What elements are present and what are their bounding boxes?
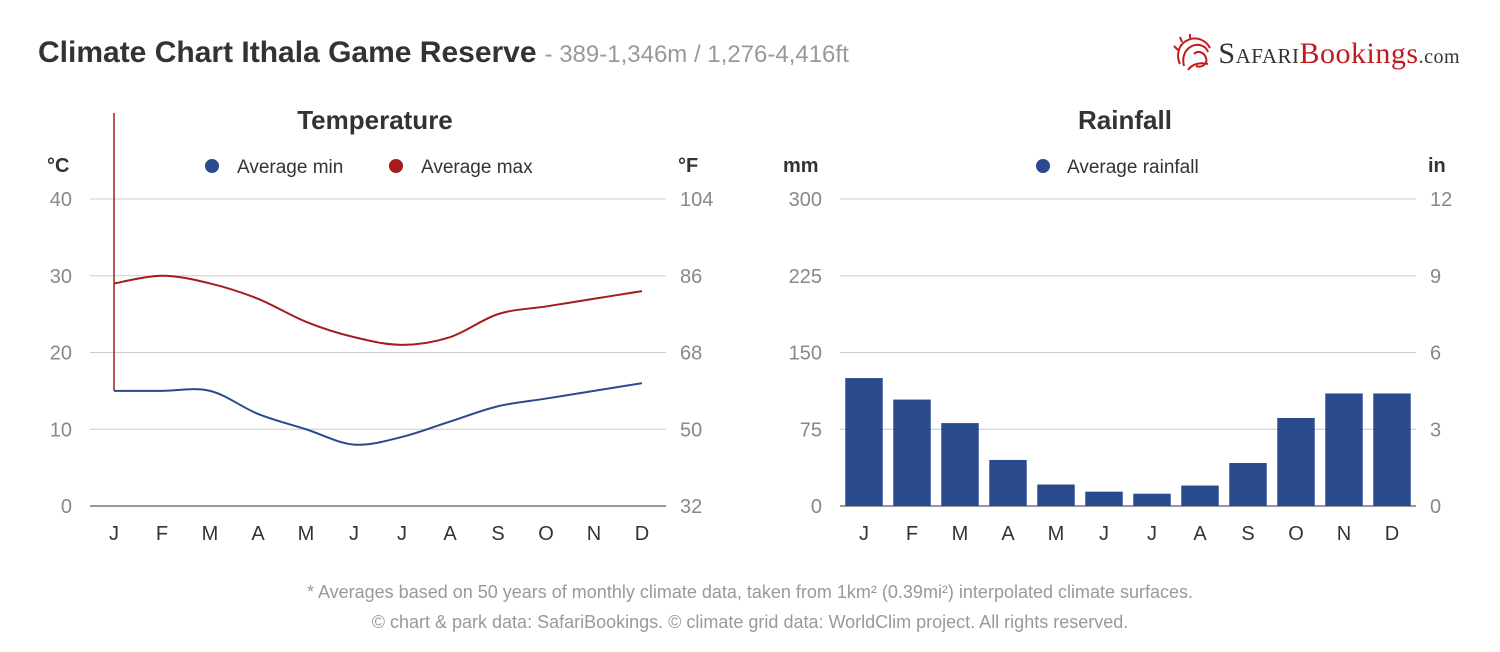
- y-tick-right: 86: [680, 266, 702, 288]
- y-tick-right: 6: [1430, 343, 1441, 365]
- x-tick-label: J: [397, 523, 407, 545]
- legend-marker-max: [389, 159, 403, 173]
- x-tick-label: F: [156, 523, 168, 545]
- x-tick-label: O: [538, 523, 554, 545]
- temperature-chart-title: Temperature: [297, 105, 453, 135]
- rainfall-bar: [1133, 493, 1171, 506]
- rainfall-chart-title: Rainfall: [1078, 105, 1172, 135]
- y-tick-left: 20: [50, 343, 72, 365]
- logo-part-safari: Safari: [1218, 37, 1300, 70]
- y-tick-left: 30: [50, 266, 72, 288]
- temperature-right-unit: °F: [678, 155, 698, 177]
- rainfall-bar: [941, 423, 979, 506]
- rainfall-bar: [1325, 393, 1363, 506]
- rainfall-bar: [893, 399, 931, 506]
- x-tick-label: M: [202, 523, 219, 545]
- x-tick-label: S: [1241, 523, 1254, 545]
- x-tick-label: J: [1099, 523, 1109, 545]
- rainfall-bar: [845, 378, 883, 506]
- y-tick-left: 75: [800, 419, 822, 441]
- temperature-left-unit: °C: [47, 155, 69, 177]
- y-tick-right: 104: [680, 189, 713, 211]
- copyright: © chart & park data: SafariBookings. © c…: [371, 612, 1129, 632]
- logo-part-com: .com: [1418, 46, 1460, 68]
- y-tick-left: 10: [50, 419, 72, 441]
- x-tick-label: A: [251, 523, 265, 545]
- logo-wordmark: SafariBookings.com: [1218, 37, 1460, 71]
- x-tick-label: O: [1288, 523, 1304, 545]
- y-tick-left: 150: [789, 343, 822, 365]
- legend-marker-min: [205, 159, 219, 173]
- lion-icon: [1173, 34, 1212, 71]
- rainfall-left-unit: mm: [783, 155, 819, 177]
- y-tick-right: 3: [1430, 419, 1441, 441]
- rainfall-bar: [1373, 393, 1411, 506]
- page-title: Climate Chart Ithala Game Reserve: [38, 36, 537, 69]
- legend-label-min: Average min: [237, 157, 343, 178]
- rainfall-chart: Rainfall mm in Average rainfall 30022515…: [783, 105, 1452, 545]
- rainfall-legend: Average rainfall: [1036, 157, 1199, 178]
- legend-marker-rainfall: [1036, 159, 1050, 173]
- rainfall-bar: [989, 459, 1027, 506]
- x-tick-label: D: [635, 523, 649, 545]
- x-tick-label: J: [859, 523, 869, 545]
- legend-label-max: Average max: [421, 157, 533, 178]
- x-tick-label: M: [1048, 523, 1065, 545]
- series-line-average-min: [114, 382, 643, 446]
- rainfall-right-unit: in: [1428, 155, 1446, 177]
- y-tick-right: 0: [1430, 496, 1441, 518]
- x-tick-label: N: [1337, 523, 1351, 545]
- y-tick-right: 9: [1430, 266, 1441, 288]
- y-tick-right: 68: [680, 343, 702, 365]
- legend-label-rainfall: Average rainfall: [1067, 157, 1199, 178]
- footnote: * Averages based on 50 years of monthly …: [306, 582, 1194, 602]
- y-tick-right: 32: [680, 496, 702, 518]
- safaribookings-logo[interactable]: SafariBookings.com: [1172, 34, 1460, 74]
- y-tick-left: 0: [61, 496, 72, 518]
- y-tick-left: 300: [789, 189, 822, 211]
- y-tick-left: 225: [789, 266, 822, 288]
- x-tick-label: D: [1385, 523, 1399, 545]
- x-tick-label: J: [1147, 523, 1157, 545]
- y-tick-left: 0: [811, 496, 822, 518]
- series-line-average-max: [113, 274, 643, 346]
- rainfall-bar: [1229, 463, 1267, 506]
- y-tick-left: 40: [50, 189, 72, 211]
- y-tick-right: 12: [1430, 189, 1452, 211]
- x-tick-label: J: [109, 523, 119, 545]
- x-tick-label: A: [443, 523, 457, 545]
- x-tick-label: A: [1193, 523, 1207, 545]
- rainfall-bar: [1085, 491, 1123, 506]
- x-tick-label: S: [491, 523, 504, 545]
- x-tick-label: M: [298, 523, 315, 545]
- rainfall-bar: [1037, 484, 1075, 506]
- logo-part-bookings: Bookings: [1299, 37, 1419, 70]
- rainfall-bar: [1277, 417, 1315, 506]
- y-tick-right: 50: [680, 419, 702, 441]
- x-tick-label: N: [587, 523, 601, 545]
- temperature-chart: Temperature °C °F Average min Average ma…: [47, 105, 713, 545]
- rainfall-bar: [1181, 485, 1219, 506]
- x-tick-label: A: [1001, 523, 1015, 545]
- x-tick-label: F: [906, 523, 918, 545]
- temperature-legend: Average min Average max: [205, 157, 533, 178]
- elevation-subtitle: - 389-1,346m / 1,276-4,416ft: [544, 41, 849, 68]
- x-tick-label: J: [349, 523, 359, 545]
- chart-header: Climate Chart Ithala Game Reserve - 389-1…: [38, 36, 849, 70]
- x-tick-label: M: [952, 523, 969, 545]
